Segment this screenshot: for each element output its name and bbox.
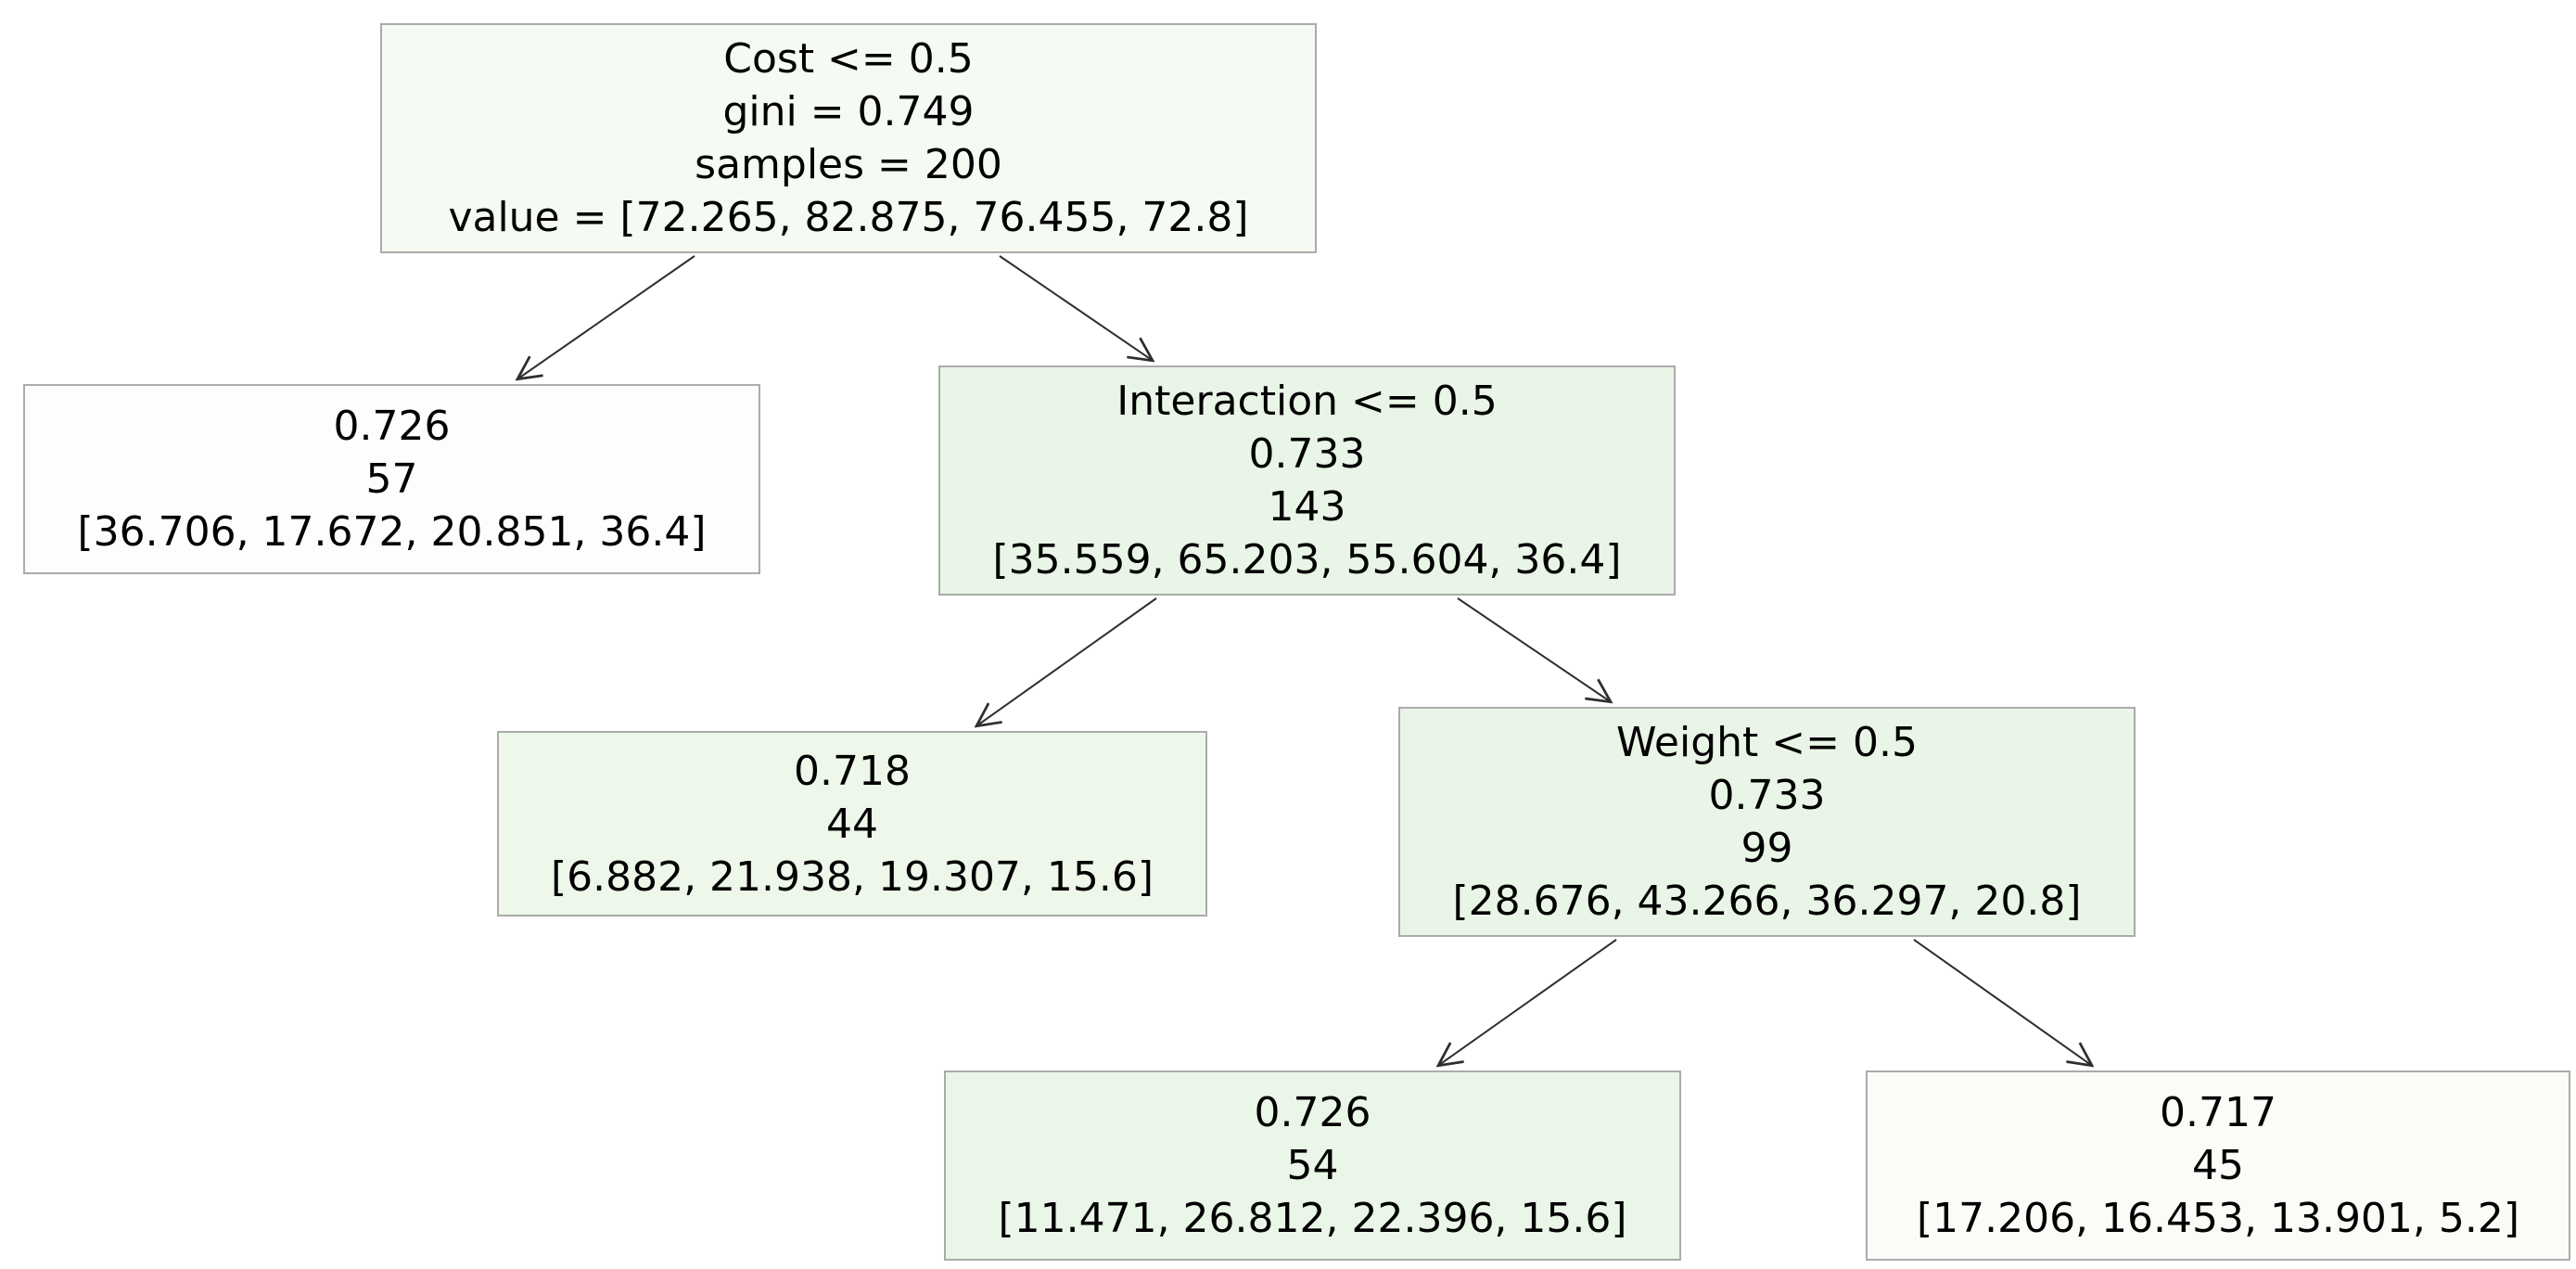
node-gini: 0.733	[1248, 430, 1366, 478]
node-split-condition: Cost <= 0.5	[723, 35, 974, 83]
edge-root-to-left-leaf	[518, 255, 695, 378]
edge-root-to-interaction	[999, 255, 1152, 360]
node-samples: 57	[365, 455, 418, 503]
node-gini: 0.733	[1708, 772, 1826, 819]
node-samples: 45	[2192, 1142, 2244, 1189]
tree-node-root: Cost <= 0.5 gini = 0.749 samples = 200 v…	[380, 23, 1317, 253]
node-split-condition: Interaction <= 0.5	[1116, 378, 1498, 425]
node-split-condition: Weight <= 0.5	[1616, 719, 1918, 766]
node-gini: 0.717	[2160, 1089, 2276, 1136]
node-samples: 99	[1741, 825, 1793, 872]
node-samples: 143	[1268, 483, 1346, 531]
tree-node-interaction: Interaction <= 0.5 0.733 143 [35.559, 65…	[938, 365, 1676, 596]
edge-interaction-to-left-leaf	[977, 597, 1157, 725]
node-gini: gini = 0.749	[722, 88, 975, 135]
node-samples: 54	[1286, 1142, 1339, 1189]
node-samples: 44	[826, 800, 878, 848]
node-value: [6.882, 21.938, 19.307, 15.6]	[550, 852, 1154, 901]
node-value: [35.559, 65.203, 55.604, 36.4]	[992, 536, 1622, 583]
edge-interaction-to-weight	[1457, 597, 1610, 701]
node-samples: samples = 200	[695, 141, 1002, 188]
tree-node-weight-left-leaf: 0.726 54 [11.471, 26.812, 22.396, 15.6]	[944, 1070, 1681, 1261]
edge-weight-to-left-leaf	[1439, 939, 1617, 1065]
node-gini: 0.726	[1254, 1089, 1371, 1136]
node-value: value = [72.265, 82.875, 76.455, 72.8]	[448, 194, 1249, 241]
node-value: [28.676, 43.266, 36.297, 20.8]	[1452, 878, 2082, 925]
node-gini: 0.718	[794, 747, 911, 795]
tree-node-weight: Weight <= 0.5 0.733 99 [28.676, 43.266, …	[1398, 707, 2136, 937]
node-value: [17.206, 16.453, 13.901, 5.2]	[1916, 1195, 2520, 1242]
tree-node-weight-right-leaf: 0.717 45 [17.206, 16.453, 13.901, 5.2]	[1866, 1070, 2570, 1261]
edge-weight-to-right-leaf	[1913, 939, 2091, 1065]
node-value: [11.471, 26.812, 22.396, 15.6]	[998, 1195, 1627, 1242]
tree-node-cost-left-leaf: 0.726 57 [36.706, 17.672, 20.851, 36.4]	[23, 384, 760, 574]
node-value: [36.706, 17.672, 20.851, 36.4]	[77, 508, 707, 556]
node-gini: 0.726	[333, 403, 451, 450]
tree-node-interaction-left-leaf: 0.718 44 [6.882, 21.938, 19.307, 15.6]	[497, 731, 1207, 916]
